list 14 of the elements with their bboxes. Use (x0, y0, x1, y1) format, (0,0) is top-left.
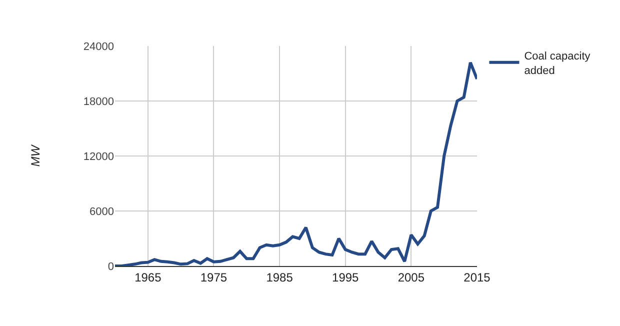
y-tick-label: 24000 (83, 40, 114, 53)
y-axis-title: MW (28, 144, 43, 167)
x-tick-label: 1985 (266, 270, 294, 284)
y-tick-label: 12000 (83, 150, 114, 163)
x-tick-label: 1965 (134, 270, 162, 284)
y-tick-label: 18000 (83, 96, 114, 108)
legend-label: Coal capacity added (524, 50, 591, 77)
x-tick-label: 2005 (398, 270, 425, 284)
y-tick-label: 6000 (90, 206, 114, 218)
x-tick-label: 1975 (200, 270, 228, 284)
x-tick-label: 2015 (464, 270, 491, 284)
x-tick-label: 1995 (332, 270, 360, 284)
y-tick-label: 0 (108, 260, 114, 273)
line-series (115, 61, 477, 266)
